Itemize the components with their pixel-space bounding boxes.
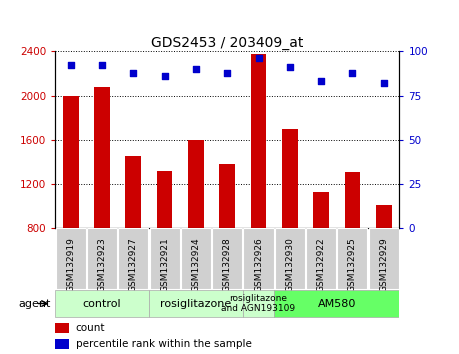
FancyBboxPatch shape: [55, 290, 149, 317]
Title: GDS2453 / 203409_at: GDS2453 / 203409_at: [151, 36, 303, 50]
FancyBboxPatch shape: [212, 228, 242, 289]
FancyBboxPatch shape: [369, 228, 399, 289]
Bar: [251, 53, 266, 228]
Point: [349, 70, 356, 75]
Bar: [219, 164, 235, 228]
Text: GSM132928: GSM132928: [223, 238, 232, 292]
Point: [318, 79, 325, 84]
Bar: [55, 339, 69, 349]
Point: [255, 56, 262, 61]
Point: [67, 63, 74, 68]
Text: GSM132930: GSM132930: [285, 238, 294, 292]
FancyBboxPatch shape: [118, 228, 148, 289]
Text: GSM132921: GSM132921: [160, 238, 169, 292]
Text: GSM132929: GSM132929: [379, 238, 388, 292]
Text: GSM132919: GSM132919: [66, 238, 75, 292]
Bar: [376, 205, 392, 228]
FancyBboxPatch shape: [337, 228, 367, 289]
Bar: [157, 171, 173, 228]
Bar: [125, 156, 141, 228]
FancyBboxPatch shape: [306, 228, 336, 289]
FancyBboxPatch shape: [274, 290, 399, 317]
Bar: [63, 96, 78, 228]
Bar: [345, 172, 360, 228]
Text: GSM132922: GSM132922: [317, 238, 325, 292]
Text: rosiglitazone: rosiglitazone: [160, 298, 231, 309]
Point: [129, 70, 137, 75]
FancyBboxPatch shape: [275, 228, 305, 289]
Bar: [94, 87, 110, 228]
Point: [192, 66, 200, 72]
FancyBboxPatch shape: [150, 228, 179, 289]
Point: [224, 70, 231, 75]
Text: GSM132923: GSM132923: [97, 238, 106, 292]
Bar: [282, 129, 297, 228]
Text: GSM132925: GSM132925: [348, 238, 357, 292]
Text: AM580: AM580: [318, 298, 356, 309]
Text: GSM132926: GSM132926: [254, 238, 263, 292]
Point: [380, 80, 387, 86]
Text: percentile rank within the sample: percentile rank within the sample: [76, 339, 252, 349]
Text: agent: agent: [18, 298, 50, 309]
Point: [286, 64, 293, 70]
FancyBboxPatch shape: [56, 228, 86, 289]
FancyBboxPatch shape: [243, 290, 274, 317]
Text: control: control: [83, 298, 121, 309]
Text: GSM132927: GSM132927: [129, 238, 138, 292]
FancyBboxPatch shape: [181, 228, 211, 289]
Bar: [188, 140, 204, 228]
Text: GSM132924: GSM132924: [191, 238, 201, 292]
FancyBboxPatch shape: [243, 228, 274, 289]
FancyBboxPatch shape: [87, 228, 117, 289]
Bar: [313, 192, 329, 228]
Bar: [55, 324, 69, 333]
Point: [98, 63, 106, 68]
FancyBboxPatch shape: [149, 290, 243, 317]
Point: [161, 73, 168, 79]
Text: count: count: [76, 323, 105, 333]
Text: rosiglitazone
and AGN193109: rosiglitazone and AGN193109: [221, 294, 296, 313]
